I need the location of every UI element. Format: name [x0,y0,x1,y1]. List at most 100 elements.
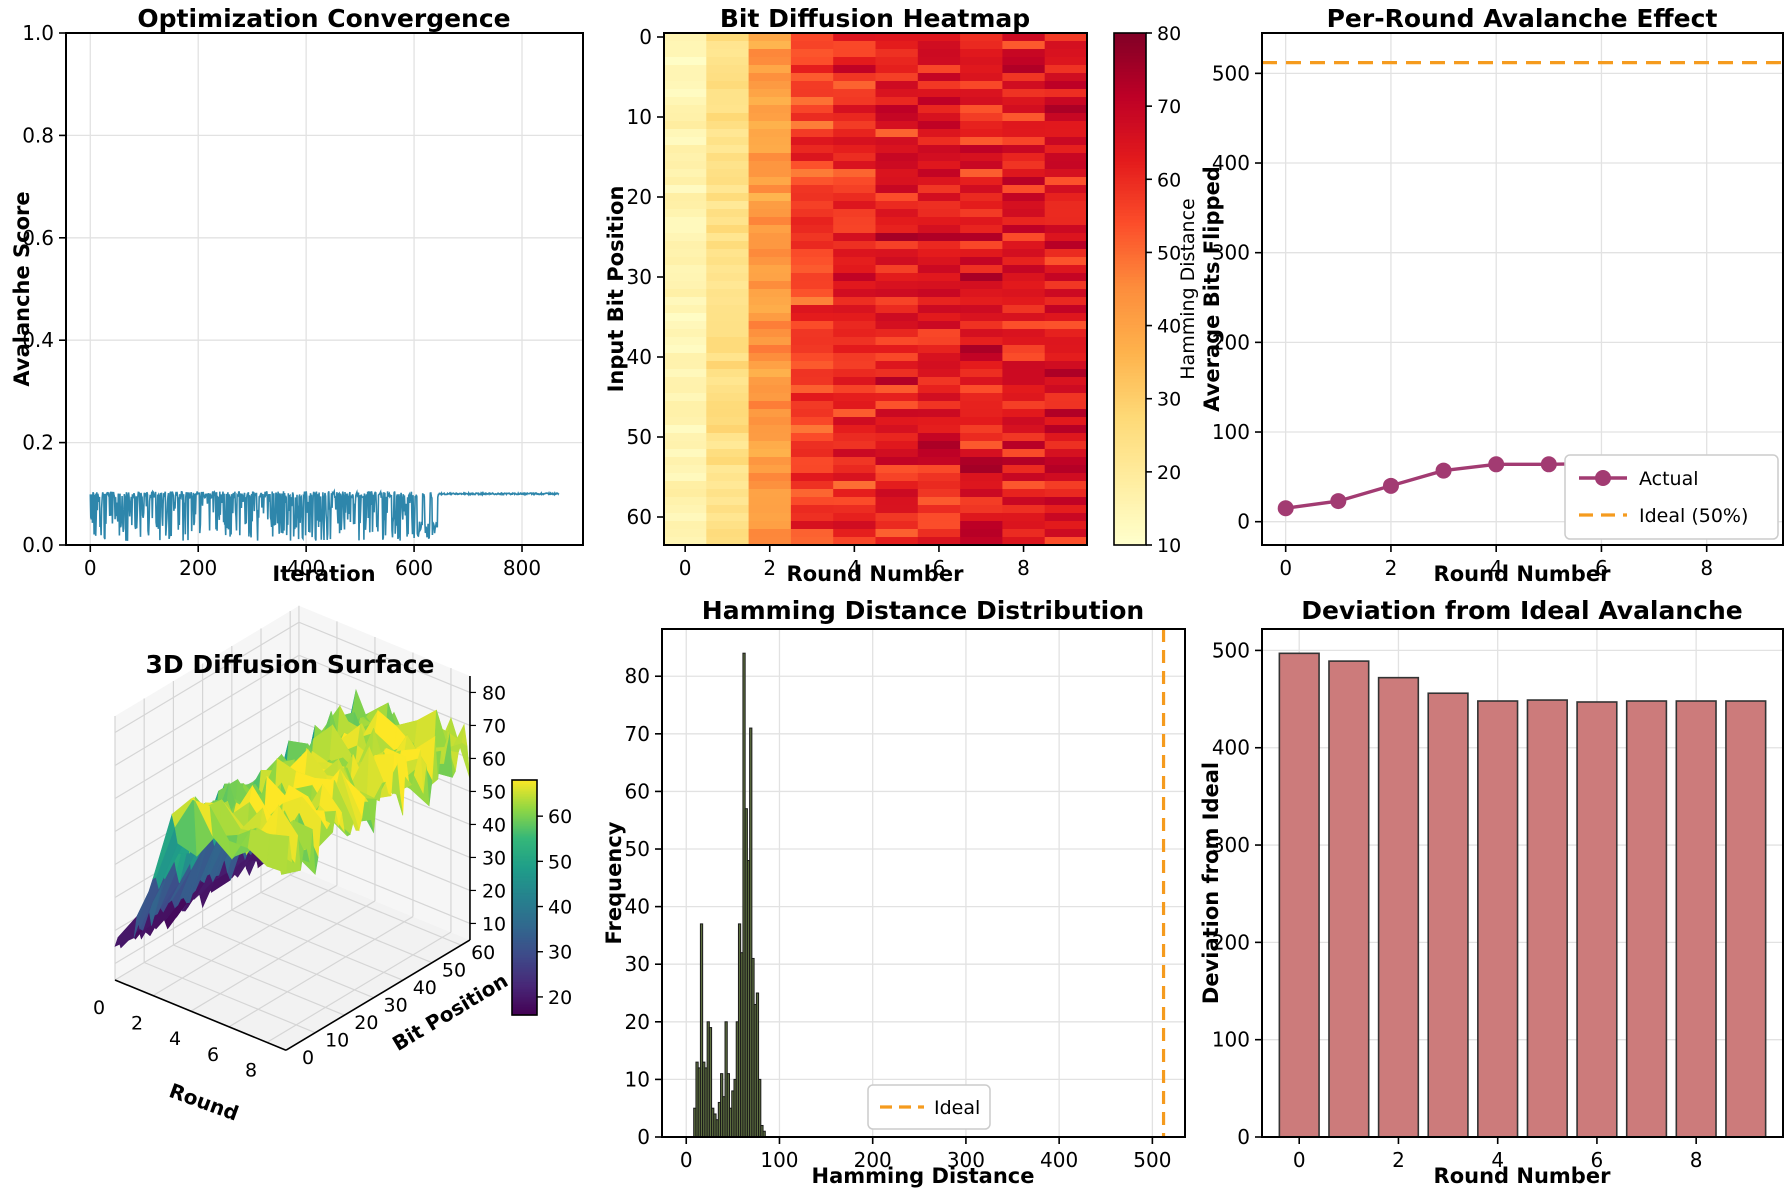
legend-box [867,1084,991,1130]
tick-label: 40 [413,977,437,999]
tick-label: 100 [1212,420,1250,444]
tick-label: 60 [1157,169,1181,191]
xlabel-hamming-distance: Hamming Distance [811,1164,1035,1188]
tick-label: 4 [169,1028,181,1050]
ylabel-frequency: Frequency [602,821,626,945]
tick-label: 100 [1212,1028,1250,1052]
tick-label: 50 [548,851,572,873]
title-hamming-distribution: Hamming Distance Distribution [701,596,1145,625]
tick-label: 0 [637,1125,650,1149]
tick-label: 100 [760,1148,798,1172]
tick-label: 60 [548,806,572,828]
ylabel-deviation-from-ideal: Deviation from Ideal [1199,761,1223,1005]
deviation-bar [1725,700,1767,1138]
colorbar-label-hamming-distance: Hamming Distance [1177,198,1199,380]
surface-colorbar [511,779,538,1016]
tick-label: 0 [93,997,105,1019]
tick-label: 70 [625,722,650,746]
tick-label: 30 [384,995,408,1017]
deviation-bar [1675,700,1717,1138]
tick-label: 400 [1212,151,1250,175]
deviation-bar [1328,660,1370,1138]
tick-label: 80 [482,682,506,704]
tick-label: 0 [679,556,692,580]
tick-label: 200 [854,1148,892,1172]
xlabel-round-number-dev: Round Number [1433,1164,1611,1188]
tick-label: 40 [482,814,506,836]
convergence-line [89,488,560,542]
deviation-bar [1625,700,1668,1138]
tick-label: 80 [1157,23,1181,45]
tick-label: 10 [325,1030,349,1052]
tick-label: 0.4 [22,328,54,352]
tick-label: 200 [1212,930,1250,954]
tick-label: 50 [625,837,650,861]
tick-label: 4 [1491,1148,1504,1172]
tick-label: 8 [1690,1148,1703,1172]
tick-label: 0 [639,25,652,49]
title-bit-diffusion-heatmap: Bit Diffusion Heatmap [719,4,1031,33]
panel-3d-diffusion-surface: 0246801020304050601020304050607080203040… [93,605,572,1081]
tick-label: 200 [1212,330,1250,354]
panel-hamming-distribution: 0 100 200 300 400 500 0 10 20 30 40 50 60 70 80 Ideal [625,628,1186,1172]
tick-label: 2 [1385,556,1398,580]
deviation-bar [1377,676,1420,1138]
tick-label: 20 [354,1012,378,1034]
tick-label: 8 [1017,556,1030,580]
tick-label: 8 [1700,556,1713,580]
tick-label: 4 [1490,556,1503,580]
actual-marker [1330,493,1347,510]
tick-label: 0 [302,1047,314,1069]
tick-label: 6 [1595,556,1608,580]
title-deviation-from-ideal: Deviation from Ideal Avalanche [1301,596,1743,625]
tick-label: 0 [84,556,97,580]
panel-optimization-convergence: 0 200 400 600 800 0.0 0.2 0.4 0.6 0.8 1.0 [22,21,584,580]
actual-marker [1277,500,1294,517]
tick-label: 1.0 [22,21,54,45]
tick-label: 0.2 [22,431,54,455]
tick-label: 500 [1133,1148,1171,1172]
tick-label: 10 [1157,535,1181,557]
tick-label: 400 [1040,1148,1078,1172]
ylabel-input-bit-position: Input Bit Position [604,185,628,393]
tick-label: 20 [1157,462,1181,484]
tick-label: 0 [1237,1125,1250,1149]
deviation-bar [1576,701,1618,1138]
tick-label: 30 [548,942,572,964]
panel-deviation-bars: 0 2 4 6 8 0 100 200 300 400 500 [1212,628,1784,1172]
title-optimization-convergence: Optimization Convergence [137,4,511,33]
tick-label: 10 [627,105,652,129]
tick-label: 0.6 [22,226,54,250]
tick-label: Actual [1639,468,1699,490]
tick-label: 80 [625,664,650,688]
deviation-bar [1477,700,1519,1138]
tick-label: 0.8 [22,123,54,147]
tick-label: 600 [395,556,433,580]
tick-label: 40 [625,895,650,919]
tick-label: 60 [482,748,506,770]
tick-label: 0 [1279,556,1292,580]
tick-label: Ideal [934,1097,980,1119]
xlabel-round-number-av: Round Number [1433,562,1611,586]
tick-label: 20 [482,880,506,902]
tick-label: 20 [625,1010,650,1034]
tick-label: 20 [627,185,652,209]
tick-label: 10 [625,1067,650,1091]
heatmap-colorbar [1113,32,1147,546]
tick-label: 0 [1237,510,1250,534]
tick-label: 0 [680,1148,693,1172]
tick-label: Ideal (50%) [1639,505,1748,527]
tick-label: 60 [471,942,495,964]
tick-label: 70 [482,715,506,737]
tick-label: 40 [627,345,652,369]
tick-label: 300 [947,1148,985,1172]
actual-marker [1540,456,1557,473]
tick-label: 50 [627,425,652,449]
tick-label: 2 [131,1013,143,1035]
ylabel-avalanche-score: Avalanche Score [10,191,34,387]
tick-label: 400 [1212,736,1250,760]
actual-marker [1435,462,1452,479]
